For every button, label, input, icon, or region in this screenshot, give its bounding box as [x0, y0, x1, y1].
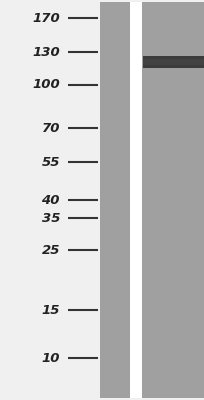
Text: 15: 15 [41, 304, 60, 316]
Text: 25: 25 [41, 244, 60, 256]
Text: 100: 100 [32, 78, 60, 92]
Text: 35: 35 [41, 212, 60, 224]
Bar [100, 2, 130, 398]
Text: 130: 130 [32, 46, 60, 58]
Text: 55: 55 [41, 156, 60, 168]
Bar [143, 56, 204, 68]
Text: 70: 70 [41, 122, 60, 134]
Text: 10: 10 [41, 352, 60, 364]
Text: 170: 170 [32, 12, 60, 24]
Text: 40: 40 [41, 194, 60, 206]
Bar [142, 2, 204, 398]
Bar [143, 59, 204, 65]
Bar [130, 2, 142, 398]
